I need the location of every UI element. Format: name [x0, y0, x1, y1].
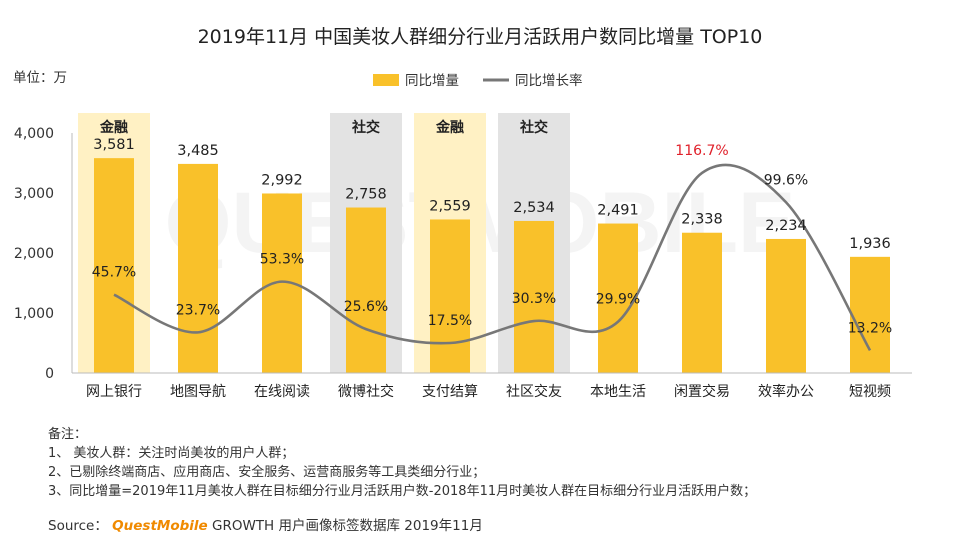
bar	[766, 238, 806, 373]
y-tick-label: 4,000	[14, 126, 54, 142]
growth-rate-label: 17.5%	[428, 313, 472, 329]
x-tick-label: 短视频	[849, 384, 891, 400]
growth-rate-label: 116.7%	[675, 143, 728, 159]
category-band-label: 金融	[435, 119, 464, 136]
bar	[850, 256, 890, 373]
source-line: Source： QuestMobile GROWTH 用户画像标签数据库 201…	[48, 514, 483, 534]
growth-rate-label: 29.9%	[596, 292, 640, 308]
bar	[346, 207, 386, 373]
y-tick-label: 1,000	[14, 306, 54, 322]
note-item: 2、已剔除终端商店、应用商店、安全服务、运营商服务等工具类细分行业；	[48, 465, 486, 480]
bar	[598, 223, 638, 373]
x-tick-label: 支付结算	[422, 384, 478, 400]
growth-rate-label: 45.7%	[92, 265, 136, 281]
x-tick-label: 效率办公	[758, 383, 814, 400]
bar-value-label: 2,534	[513, 200, 555, 216]
y-tick-label: 3,000	[14, 186, 54, 202]
growth-rate-label: 30.3%	[512, 291, 556, 307]
notes-heading: 备注：	[48, 427, 88, 442]
bar-value-label: 1,936	[849, 236, 891, 252]
x-tick-label: 社区交友	[506, 383, 562, 400]
bar-value-label: 2,758	[345, 187, 387, 203]
bar-value-label: 2,491	[597, 203, 639, 219]
x-tick-label: 地图导航	[170, 384, 226, 400]
x-tick-label: 微博社交	[338, 383, 394, 400]
source-text: GROWTH 用户画像标签数据库 2019年11月	[211, 518, 483, 534]
bar-value-label: 2,992	[261, 172, 303, 188]
growth-rate-label: 23.7%	[176, 302, 220, 318]
growth-rate-label: 53.3%	[260, 252, 304, 268]
bar	[430, 219, 470, 373]
notes: 备注： 1、 美妆人群：关注时尚美妆的用户人群； 2、已剔除终端商店、应用商店、…	[48, 425, 756, 501]
category-band-label: 社交	[351, 119, 380, 136]
source-label: Source：	[48, 518, 108, 534]
x-tick-label: 本地生活	[590, 384, 646, 400]
growth-rate-label: 25.6%	[344, 299, 388, 315]
note-item: 3、同比增量=2019年11月美妆人群在目标细分行业月活跃用户数-2018年11…	[48, 484, 757, 499]
bar-value-label: 3,485	[177, 143, 219, 159]
y-tick-label: 2,000	[14, 246, 54, 262]
bar-value-label: 3,581	[93, 137, 135, 153]
y-tick-label: 0	[45, 366, 54, 382]
x-tick-label: 在线阅读	[254, 383, 310, 400]
legend: 同比增量 同比增长率	[373, 72, 583, 89]
bar	[682, 232, 722, 373]
chart-title: 2019年11月 中国美妆人群细分行业月活跃用户数同比增量 TOP10	[198, 26, 763, 48]
chart: QUESTMOBILE 2019年11月 中国美妆人群细分行业月活跃用户数同比增…	[13, 26, 912, 400]
legend-bar-label: 同比增量	[405, 73, 459, 89]
legend-bar-swatch	[373, 74, 399, 86]
legend-line-label: 同比增长率	[515, 72, 583, 89]
bar	[178, 163, 218, 373]
category-band-label: 金融	[99, 119, 128, 136]
category-band-label: 社交	[519, 119, 548, 136]
growth-rate-label: 99.6%	[764, 172, 808, 188]
bar	[514, 220, 554, 373]
note-item: 1、 美妆人群：关注时尚美妆的用户人群；	[48, 446, 295, 461]
bar-value-label: 2,234	[765, 218, 807, 234]
unit-label: 单位：万	[13, 70, 67, 86]
x-tick-label: 网上银行	[86, 384, 142, 400]
source-brand: QuestMobile	[112, 518, 208, 534]
growth-rate-line	[113, 163, 872, 352]
bar-value-label: 2,338	[681, 212, 723, 228]
growth-rate-label: 13.2%	[848, 320, 892, 336]
x-tick-label: 闲置交易	[674, 383, 730, 400]
bar-value-label: 2,559	[429, 198, 471, 214]
bar	[94, 158, 134, 373]
